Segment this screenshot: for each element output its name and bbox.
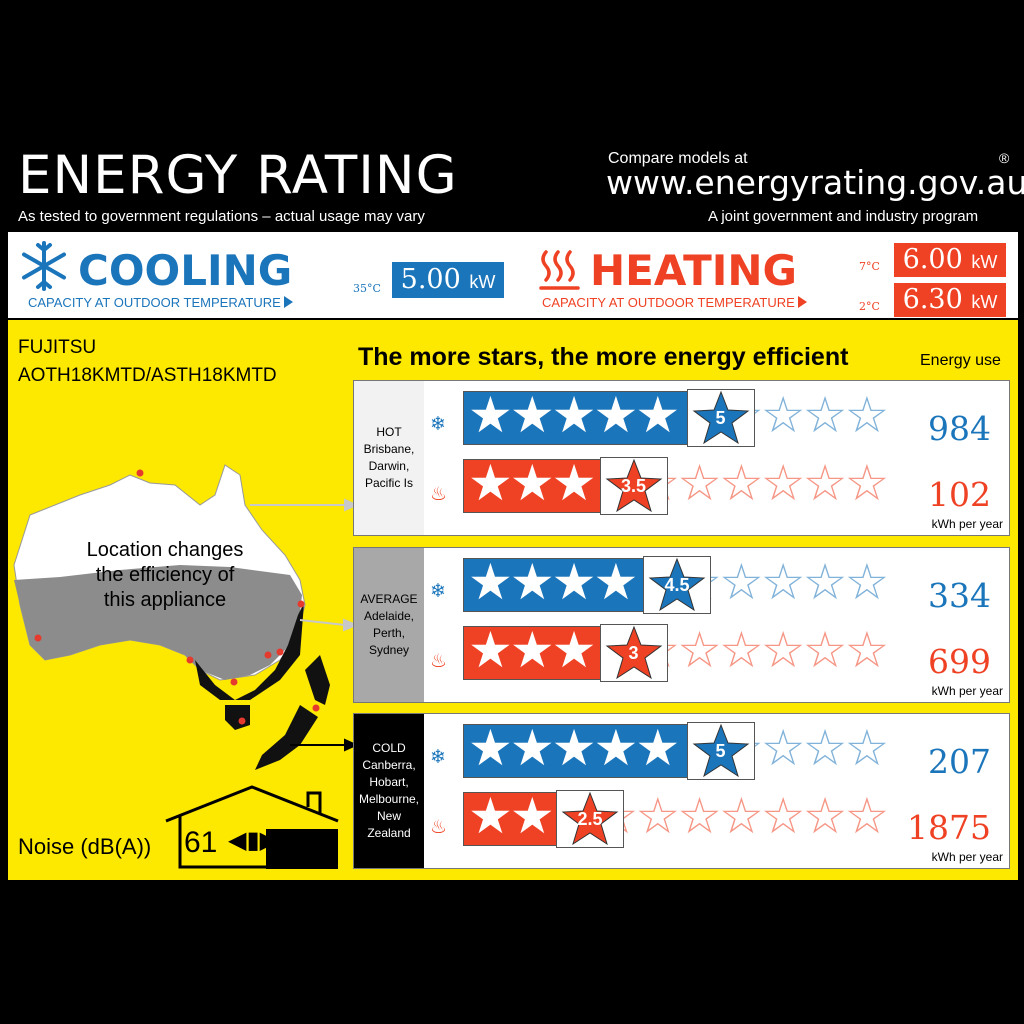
heating-star-bar bbox=[463, 626, 606, 680]
cooling-star-bar bbox=[463, 391, 693, 445]
label-title: ENERGY RATING bbox=[18, 145, 458, 206]
capacity-bar: COOLING CAPACITY AT OUTDOOR TEMPERATURE … bbox=[8, 232, 1018, 318]
energy-unit: kWh per year bbox=[931, 850, 1003, 864]
heating-star-bar bbox=[463, 792, 562, 846]
zone-average: AVERAGE Adelaide, Perth, Sydney ❄ ♨ 334 699… bbox=[353, 547, 1010, 703]
snowflake-icon: ❄ bbox=[430, 581, 446, 602]
brand-name: FUJITSU bbox=[18, 337, 97, 358]
energy-use-header: Energy use bbox=[920, 352, 1001, 369]
speaker-icon: ◀▮▶ bbox=[228, 827, 279, 854]
zone-hot: HOT Brisbane, Darwin, Pacific Is ❄ ♨ 984 10… bbox=[353, 380, 1010, 536]
zone-average-label: AVERAGE Adelaide, Perth, Sydney bbox=[354, 548, 424, 702]
zone-place: Perth, bbox=[372, 626, 405, 640]
heating-heading: HEATING bbox=[590, 246, 797, 295]
zone-place: Canberra, bbox=[362, 758, 416, 772]
zone-hot-label: HOT Brisbane, Darwin, Pacific Is bbox=[354, 381, 424, 535]
label-subtitle: As tested to government regulations – ac… bbox=[18, 208, 425, 225]
heating-star-rating-label: 3 bbox=[628, 642, 639, 663]
zone-place: Sydney bbox=[368, 643, 409, 657]
heating-temp-2: 2°C bbox=[859, 300, 880, 313]
indoor-noise-value: 61 bbox=[184, 826, 218, 859]
zone-place: New Zealand bbox=[367, 809, 411, 840]
star-tagline: The more stars, the more energy efficien… bbox=[358, 343, 849, 371]
climate-zone-map bbox=[13, 464, 359, 770]
map-caption-line: Location changes bbox=[86, 539, 244, 561]
cooling-star-icons: ★★★★★☆☆☆☆☆ bbox=[468, 387, 889, 443]
map-caption-line: the efficiency of bbox=[95, 564, 235, 586]
heating-energy: 699 bbox=[928, 642, 991, 681]
heating-star-rating: 2.5 bbox=[556, 790, 624, 848]
heating-star-icons: ★★★☆☆☆☆☆☆☆ bbox=[468, 622, 889, 678]
product-info: FUJITSU AOTH18KMTD/ASTH18KMTD bbox=[18, 334, 277, 390]
triangle-icon bbox=[283, 296, 293, 308]
noise-label: Noise (dB(A)) bbox=[18, 834, 152, 859]
heating-energy: 1875 bbox=[907, 808, 991, 847]
cooling-heading: COOLING bbox=[78, 246, 293, 295]
heating-temp-1: 7°C bbox=[859, 260, 880, 273]
heat-waves-icon: ♨ bbox=[430, 651, 448, 672]
cooling-star-rating: 5 bbox=[686, 722, 755, 780]
zone-name: AVERAGE bbox=[360, 592, 418, 606]
cooling-energy: 984 bbox=[928, 409, 991, 448]
zone-place: Pacific Is bbox=[364, 476, 413, 490]
program-text: A joint government and industry program bbox=[708, 208, 979, 225]
house-icon bbox=[165, 785, 339, 869]
heat-waves-icon: ♨ bbox=[430, 484, 448, 505]
cooling-star-rating: 4.5 bbox=[643, 556, 711, 614]
zone-name: COLD bbox=[372, 741, 406, 755]
zone-place: Hobart, bbox=[369, 775, 409, 789]
heating-capacity-value-1: 6.00 kW bbox=[894, 243, 1006, 277]
heating-energy: 102 bbox=[928, 475, 991, 514]
cooling-star-bar bbox=[463, 558, 649, 612]
heating-star-icons: ★★☆☆☆☆☆☆☆☆ bbox=[468, 788, 889, 844]
heating-star-rating: 3.5 bbox=[599, 457, 668, 515]
model-number: AOTH18KMTD/ASTH18KMTD bbox=[18, 365, 277, 386]
triangle-icon bbox=[797, 296, 807, 308]
registered-mark: ® bbox=[999, 150, 1010, 166]
heating-star-rating-label: 3.5 bbox=[620, 475, 647, 496]
cooling-star-rating-label: 5 bbox=[715, 740, 726, 761]
cooling-energy: 334 bbox=[928, 576, 991, 615]
snowflake-icon bbox=[22, 241, 66, 291]
cooling-capacity-caption: CAPACITY AT OUTDOOR TEMPERATURE bbox=[28, 295, 293, 310]
cooling-temp: 35°C bbox=[353, 282, 381, 295]
cooling-energy: 207 bbox=[928, 742, 991, 781]
heating-capacity-caption: CAPACITY AT OUTDOOR TEMPERATURE bbox=[542, 295, 807, 310]
cooling-star-rating-label: 5 bbox=[715, 407, 726, 428]
energy-unit: kWh per year bbox=[931, 684, 1003, 698]
heating-star-rating: 3 bbox=[599, 624, 668, 682]
heat-waves-icon bbox=[539, 250, 580, 290]
heat-waves-icon: ♨ bbox=[430, 817, 448, 838]
zone-place: Darwin, bbox=[368, 459, 410, 473]
cooling-star-icons: ★★★★★☆☆☆☆☆ bbox=[468, 720, 889, 776]
heating-star-bar bbox=[463, 459, 606, 513]
energy-unit: kWh per year bbox=[931, 517, 1003, 531]
map-caption-line: this appliance bbox=[103, 589, 227, 611]
cooling-capacity-value: 5.00 kW bbox=[392, 262, 504, 298]
snowflake-icon: ❄ bbox=[430, 747, 446, 768]
compare-text: Compare models at bbox=[608, 150, 748, 167]
zone-name: HOT bbox=[376, 425, 402, 439]
map-caption: Location changes the efficiency of this … bbox=[60, 538, 270, 613]
heating-star-rating-label: 2.5 bbox=[577, 808, 603, 829]
zone-cold-label: COLD Canberra, Hobart, Melbourne, New Zealan… bbox=[354, 714, 424, 868]
zone-place: Brisbane, bbox=[363, 442, 415, 456]
heating-capacity-value-2: 6.30 kW bbox=[894, 283, 1006, 317]
website-url: www.energyrating.gov.au bbox=[606, 163, 1024, 202]
zone-place: Melbourne, bbox=[358, 792, 420, 806]
outdoor-noise-value: 59 bbox=[300, 826, 334, 859]
zone-cold: COLD Canberra, Hobart, Melbourne, New Zealan… bbox=[353, 713, 1010, 869]
cooling-star-rating: 5 bbox=[686, 389, 755, 447]
zone-place: Adelaide, bbox=[363, 609, 415, 623]
cooling-star-rating-label: 4.5 bbox=[664, 574, 690, 595]
heating-star-icons: ★★★☆☆☆☆☆☆☆ bbox=[468, 455, 889, 511]
snowflake-icon: ❄ bbox=[430, 414, 446, 435]
